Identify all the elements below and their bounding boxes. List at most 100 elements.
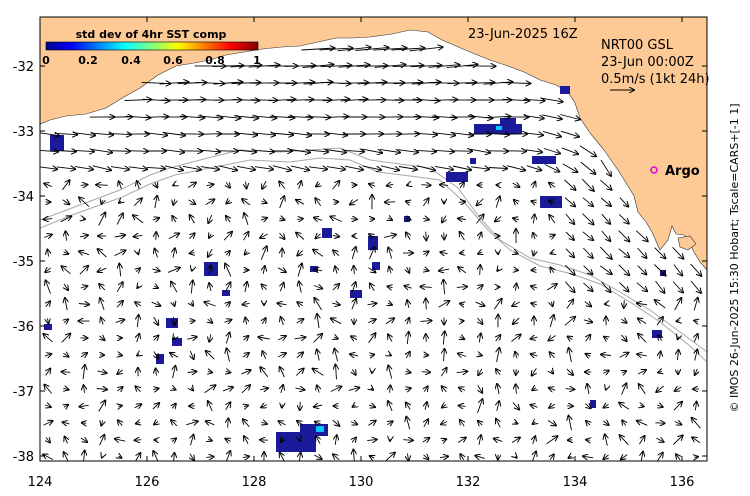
current-arrow	[118, 355, 122, 356]
current-arrow	[580, 161, 596, 174]
current-arrow	[405, 388, 411, 390]
current-arrow	[226, 251, 230, 255]
current-arrow	[188, 200, 196, 204]
current-arrow	[152, 269, 159, 271]
current-arrow	[565, 248, 574, 258]
current-arrow	[353, 450, 354, 461]
current-arrow	[315, 422, 322, 425]
current-arrow	[497, 384, 499, 395]
current-arrow	[172, 388, 175, 389]
current-arrow	[438, 301, 450, 308]
current-arrow	[61, 334, 71, 343]
current-arrow	[619, 353, 629, 358]
current-arrow	[45, 405, 51, 407]
current-arrow	[200, 167, 219, 170]
current-arrow	[350, 354, 359, 356]
current-arrow	[440, 252, 448, 254]
current-arrow	[190, 215, 195, 224]
current-arrow	[308, 167, 327, 169]
current-arrow	[64, 452, 69, 461]
current-arrow	[621, 455, 628, 460]
current-arrow	[173, 366, 176, 379]
current-arrow	[332, 284, 339, 291]
current-arrow	[90, 133, 113, 135]
current-arrow	[458, 267, 467, 274]
current-arrow	[317, 350, 320, 361]
current-arrow	[376, 100, 404, 101]
lat-tick-label: -34	[13, 190, 34, 205]
lon-tick-label: 128	[242, 475, 267, 490]
current-arrow	[459, 388, 466, 391]
current-arrow	[277, 336, 286, 340]
current-arrow	[604, 337, 608, 340]
current-arrow	[370, 283, 374, 291]
current-arrow	[368, 405, 375, 407]
current-arrow	[352, 247, 356, 260]
current-arrow	[603, 371, 609, 374]
current-arrow	[63, 422, 70, 424]
current-arrow	[313, 369, 324, 376]
current-arrow	[137, 354, 139, 355]
current-arrow	[187, 337, 196, 340]
current-arrow	[514, 200, 518, 204]
current-arrow	[96, 389, 107, 390]
current-arrow	[460, 420, 464, 427]
current-arrow	[119, 456, 122, 458]
current-arrow	[296, 352, 303, 358]
current-arrow	[480, 265, 481, 275]
current-arrow	[393, 82, 423, 83]
current-arrow	[422, 438, 430, 442]
colorbar-tick: 0.6	[163, 54, 183, 67]
current-arrow	[46, 301, 50, 306]
current-arrow	[208, 401, 213, 412]
current-arrow	[179, 116, 205, 118]
current-arrow	[215, 116, 241, 119]
current-arrow	[447, 82, 477, 83]
current-arrow	[469, 148, 490, 153]
current-arrow	[495, 217, 502, 222]
current-arrow	[583, 282, 592, 291]
current-arrow	[118, 406, 122, 407]
current-arrow	[314, 218, 323, 221]
current-arrow	[506, 165, 525, 171]
current-arrow	[692, 437, 701, 444]
current-arrow	[153, 389, 158, 390]
current-arrow	[501, 83, 531, 84]
current-arrow	[232, 100, 260, 101]
current-arrow	[639, 384, 646, 395]
current-arrow	[152, 403, 159, 410]
current-arrow	[583, 265, 593, 275]
current-arrow	[262, 201, 267, 203]
current-arrow	[260, 246, 267, 260]
current-arrow	[637, 354, 647, 356]
current-arrow	[189, 321, 194, 322]
current-arrow	[397, 150, 418, 153]
current-arrow	[516, 384, 517, 394]
current-arrow	[294, 337, 306, 339]
current-arrow	[387, 421, 392, 424]
current-arrow	[439, 269, 450, 271]
current-arrow	[478, 368, 482, 375]
current-arrow	[442, 386, 447, 393]
current-arrow	[167, 268, 180, 273]
current-arrow	[478, 252, 482, 254]
current-arrow	[208, 319, 213, 323]
current-arrow	[314, 298, 322, 311]
current-arrow	[483, 82, 513, 84]
current-arrow	[260, 234, 269, 238]
current-arrow	[97, 371, 107, 373]
current-arrow	[516, 369, 517, 375]
current-arrow	[117, 370, 122, 374]
current-arrow	[101, 318, 103, 325]
current-arrow	[209, 234, 211, 238]
current-arrow	[496, 335, 501, 342]
current-arrow	[227, 348, 230, 362]
current-arrow	[296, 200, 305, 204]
current-arrow	[242, 353, 249, 357]
current-arrow	[62, 372, 71, 373]
current-arrow	[333, 454, 340, 461]
current-arrow	[280, 283, 283, 292]
current-arrow	[406, 232, 410, 240]
current-arrow	[44, 183, 52, 186]
